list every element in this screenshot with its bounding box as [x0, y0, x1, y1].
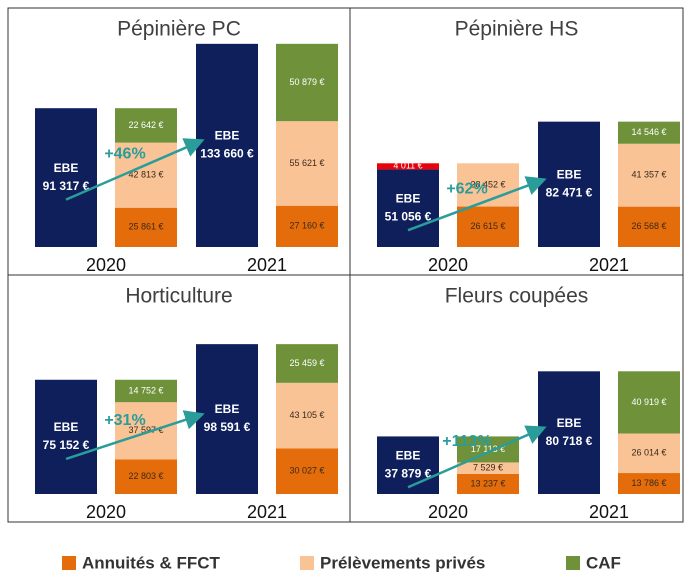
segment-label: 37 597 € — [128, 425, 163, 435]
chart-title: Pépinière HS — [455, 18, 579, 41]
segment — [618, 473, 680, 494]
segment — [276, 121, 338, 206]
segment — [618, 371, 680, 434]
segment-label: 40 919 € — [631, 397, 666, 407]
segment-label: 28 452 € — [470, 179, 505, 189]
x-tick-label: 2021 — [247, 502, 287, 522]
x-tick-label: 2021 — [247, 255, 287, 275]
segment-label: 13 786 € — [631, 478, 666, 488]
legend-swatch — [300, 556, 314, 570]
segment-label: 55 621 € — [289, 158, 324, 168]
ebe-label: EBE — [557, 167, 582, 181]
ebe-label: EBE — [54, 420, 79, 434]
ebe-bar — [377, 169, 439, 247]
segment-label: 43 105 € — [289, 410, 324, 420]
segment — [457, 436, 519, 463]
ebe-bar — [35, 108, 97, 248]
growth-annotation: +31% — [104, 412, 145, 429]
chart-title: Fleurs coupées — [445, 285, 589, 308]
growth-annotation: +46% — [104, 146, 145, 163]
x-tick-label: 2020 — [428, 502, 468, 522]
legend-swatch — [62, 556, 76, 570]
ebe-value-label: 51 056 € — [385, 209, 432, 223]
growth-arrow — [407, 176, 547, 232]
segment — [618, 206, 680, 247]
segment — [457, 473, 519, 494]
segment-label: 26 615 € — [470, 221, 505, 231]
segment-label: 17 113 € — [471, 444, 505, 454]
segment-label: 25 861 € — [128, 222, 163, 232]
growth-annotation: +113% — [442, 433, 491, 450]
segment — [457, 206, 519, 247]
segment — [457, 462, 519, 474]
ebe-label: EBE — [396, 191, 421, 205]
legend-label: CAF — [586, 553, 621, 572]
segment — [276, 448, 338, 494]
segment-label: 27 160 € — [289, 221, 324, 231]
segment-label: 26 568 € — [631, 221, 666, 231]
segment — [276, 205, 338, 247]
ebe-value-label: 98 591 € — [204, 420, 251, 434]
ebe-value-label: 80 718 € — [546, 434, 593, 448]
ebe-bar — [538, 121, 600, 247]
segment — [115, 207, 177, 247]
segment-label: 22 642 € — [128, 120, 163, 130]
segment — [618, 121, 680, 144]
panel-border — [349, 274, 684, 523]
segment-label: 22 803 € — [128, 471, 163, 481]
segment-label: 7 529 € — [473, 463, 503, 473]
x-tick-label: 2021 — [589, 502, 629, 522]
segment-label: 14 752 € — [128, 385, 163, 395]
segment-label: 50 879 € — [289, 77, 324, 87]
ebe-value-label: 75 152 € — [43, 438, 90, 452]
ebe-bar — [196, 43, 258, 248]
segment — [115, 459, 177, 494]
segment — [276, 43, 338, 122]
growth-arrow — [407, 425, 547, 489]
segment — [115, 379, 177, 403]
segment-label: 25 459 € — [289, 358, 324, 368]
segment — [276, 382, 338, 449]
growth-arrow — [65, 410, 205, 461]
legend-label: Prélèvements privés — [320, 553, 485, 572]
ebe-bar — [35, 379, 97, 494]
ebe-label: EBE — [215, 402, 240, 416]
growth-arrow — [65, 138, 205, 201]
chart-title: Pépinière PC — [117, 18, 241, 41]
segment — [115, 108, 177, 143]
segment — [377, 163, 439, 170]
ebe-bar — [538, 371, 600, 494]
x-tick-label: 2020 — [86, 255, 126, 275]
growth-annotation: +62% — [446, 180, 487, 197]
segment-label: 30 027 € — [289, 466, 324, 476]
segment-label: 41 357 € — [631, 170, 666, 180]
legend-swatch — [566, 556, 580, 570]
ebe-bar — [196, 344, 258, 494]
x-tick-label: 2020 — [428, 255, 468, 275]
ebe-value-label: 37 879 € — [385, 466, 432, 480]
ebe-value-label: 91 317 € — [43, 179, 90, 193]
ebe-label: EBE — [215, 129, 240, 143]
segment-label: 14 546 € — [631, 127, 666, 137]
segment-label: 26 014 € — [631, 448, 666, 458]
ebe-label: EBE — [54, 161, 79, 175]
segment-label: 4 011 € — [393, 161, 422, 171]
ebe-label: EBE — [557, 416, 582, 430]
ebe-label: EBE — [396, 448, 421, 462]
chart-title: Horticulture — [125, 285, 232, 308]
segment-label: 42 813 € — [128, 170, 163, 180]
segment — [115, 402, 177, 460]
segment — [276, 344, 338, 383]
legend-label: Annuités & FFCT — [82, 553, 220, 572]
segment — [618, 433, 680, 474]
ebe-bar — [377, 436, 439, 494]
x-tick-label: 2021 — [589, 255, 629, 275]
ebe-value-label: 82 471 € — [546, 185, 593, 199]
x-tick-label: 2020 — [86, 502, 126, 522]
ebe-value-label: 133 660 € — [200, 147, 254, 161]
segment — [618, 143, 680, 207]
segment-label: 13 237 € — [470, 478, 505, 488]
